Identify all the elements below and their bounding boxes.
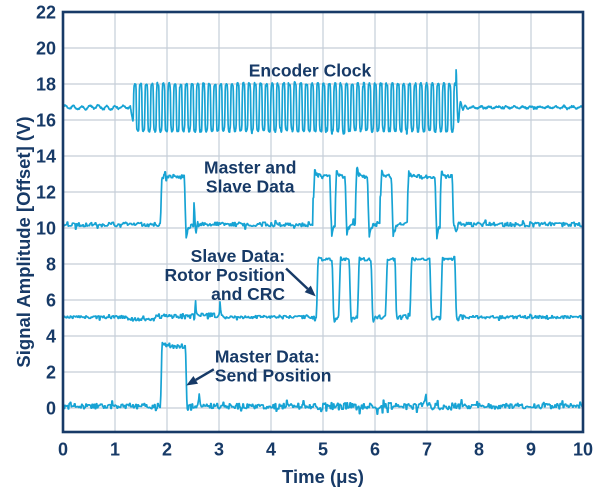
master-slave-data-label: Master and Slave Data [204, 158, 296, 197]
trace-encoder-clock [63, 68, 583, 135]
annotations: Encoder Clock Master and Slave Data Slave D… [164, 61, 371, 386]
x-tick-labels: 0 1 2 3 4 5 6 7 8 9 10 [58, 440, 593, 460]
x-tick-label: 10 [573, 440, 593, 460]
y-tick-label: 20 [36, 39, 56, 59]
trace-slave-data-rotor-position-and-crc [63, 255, 583, 323]
send-arrow-head [186, 376, 199, 386]
trace-master-data-send-position [63, 341, 583, 415]
x-tick-label: 7 [422, 440, 432, 460]
x-tick-label: 3 [214, 440, 224, 460]
x-tick-label: 4 [266, 440, 276, 460]
master-data-label: Master Data: Send Position [215, 347, 332, 386]
x-tick-label: 5 [318, 440, 328, 460]
y-tick-labels: 0 2 4 6 8 10 12 14 16 18 20 22 [36, 3, 56, 419]
x-tick-label: 1 [110, 440, 120, 460]
y-tick-label: 8 [46, 255, 56, 275]
plot-border [61, 10, 585, 434]
y-tick-label: 2 [46, 363, 56, 383]
y-tick-label: 14 [36, 147, 56, 167]
x-tick-label: 8 [474, 440, 484, 460]
y-tick-label: 22 [36, 3, 56, 23]
crc-arrow-head [304, 285, 316, 297]
y-tick-label: 18 [36, 75, 56, 95]
y-tick-label: 12 [36, 183, 56, 203]
slave-data-label: Slave Data: Rotor Position and CRC [164, 246, 285, 304]
trace-master-and-slave-data [63, 166, 583, 240]
x-tick-label: 9 [526, 440, 536, 460]
send-arrow-line [195, 368, 215, 382]
y-tick-label: 0 [46, 399, 56, 419]
x-tick-label: 0 [58, 440, 68, 460]
x-axis-title: Time (μs) [282, 466, 364, 487]
signal-traces [63, 68, 583, 415]
y-tick-label: 16 [36, 111, 56, 131]
y-tick-label: 6 [46, 291, 56, 311]
y-tick-label: 10 [36, 219, 56, 239]
x-tick-label: 2 [162, 440, 172, 460]
grid-lines [63, 12, 583, 432]
y-tick-label: 4 [46, 327, 56, 347]
crc-arrow-line [285, 267, 309, 290]
y-axis-title: Signal Amplitude [Offset] (V) [13, 116, 34, 367]
x-tick-label: 6 [370, 440, 380, 460]
encoder-clock-label: Encoder Clock [249, 61, 372, 81]
